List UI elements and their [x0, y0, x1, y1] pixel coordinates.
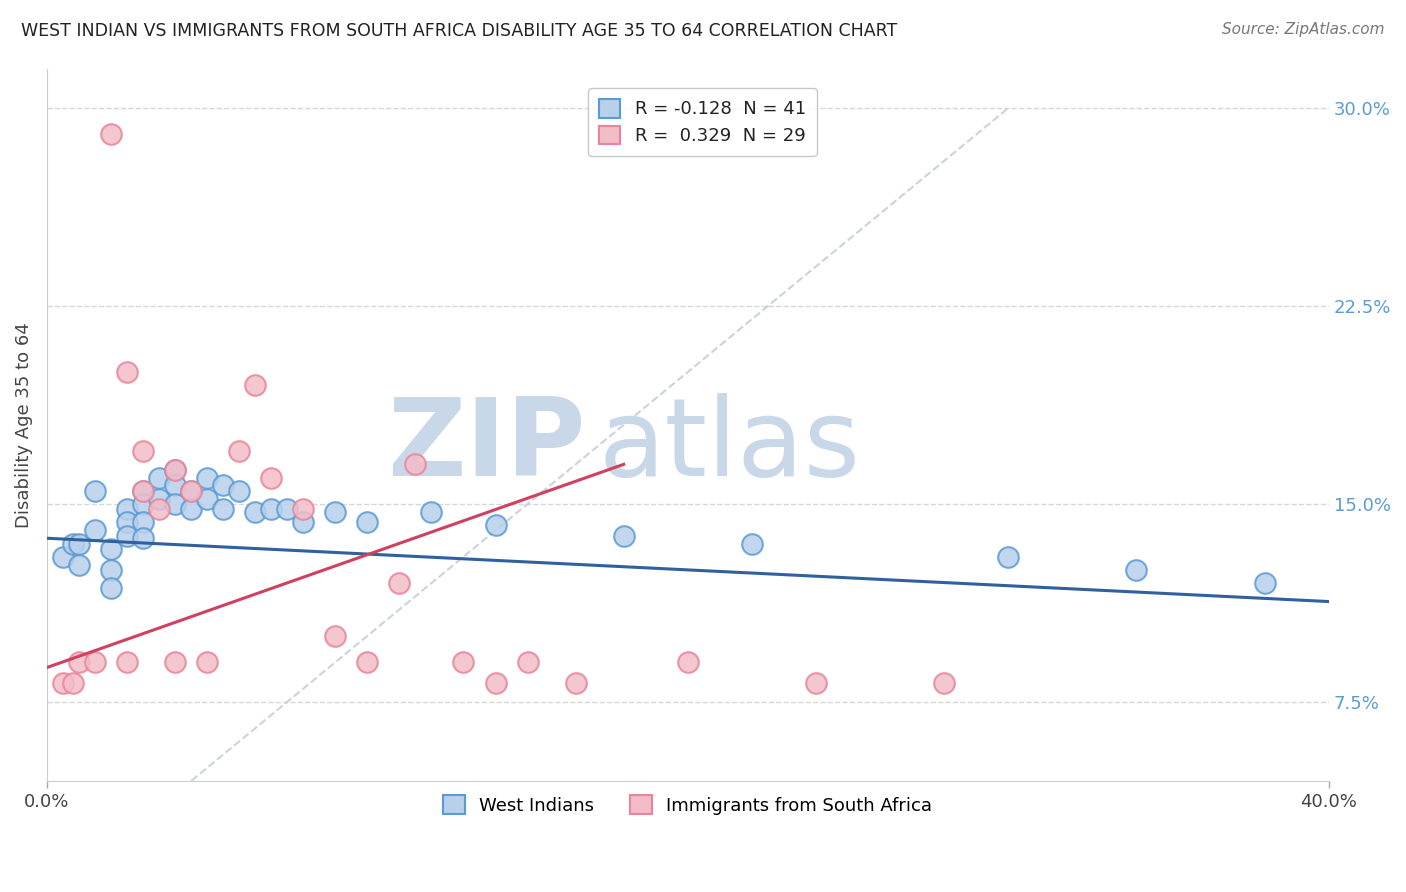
Point [804, 676, 827, 690]
Point [228, 444, 250, 458]
Point [132, 497, 155, 511]
Point [84, 483, 107, 498]
Point [165, 655, 187, 669]
Point [292, 502, 315, 516]
Point [132, 444, 155, 458]
Point [260, 470, 283, 484]
Point [165, 478, 187, 492]
Point [62, 536, 84, 550]
Point [516, 655, 538, 669]
Point [132, 483, 155, 498]
Point [100, 582, 122, 596]
Point [180, 483, 202, 498]
Point [115, 516, 138, 530]
Point [115, 655, 138, 669]
Text: atlas: atlas [598, 393, 860, 500]
Point [453, 655, 475, 669]
Point [934, 676, 956, 690]
Point [260, 502, 283, 516]
Point [148, 491, 170, 506]
Point [741, 536, 763, 550]
Point [1125, 563, 1147, 577]
Point [212, 478, 235, 492]
Point [997, 549, 1019, 564]
Point [67, 558, 90, 572]
Point [67, 655, 90, 669]
Point [115, 365, 138, 379]
Point [115, 528, 138, 542]
Point [228, 483, 250, 498]
Point [180, 483, 202, 498]
Text: Source: ZipAtlas.com: Source: ZipAtlas.com [1222, 22, 1385, 37]
Point [132, 483, 155, 498]
Point [613, 528, 636, 542]
Point [165, 462, 187, 476]
Point [67, 536, 90, 550]
Point [132, 516, 155, 530]
Point [148, 470, 170, 484]
Point [245, 378, 267, 392]
Point [165, 497, 187, 511]
Point [356, 655, 378, 669]
Point [165, 462, 187, 476]
Point [323, 629, 346, 643]
Point [100, 128, 122, 142]
Point [356, 516, 378, 530]
Point [52, 549, 75, 564]
Point [180, 502, 202, 516]
Y-axis label: Disability Age 35 to 64: Disability Age 35 to 64 [15, 322, 32, 528]
Legend: West Indians, Immigrants from South Africa: West Indians, Immigrants from South Afri… [432, 784, 943, 825]
Point [195, 470, 218, 484]
Point [132, 531, 155, 545]
Point [195, 655, 218, 669]
Point [100, 563, 122, 577]
Point [195, 491, 218, 506]
Point [148, 502, 170, 516]
Point [62, 676, 84, 690]
Point [245, 505, 267, 519]
Text: ZIP: ZIP [387, 393, 585, 500]
Point [276, 502, 298, 516]
Point [484, 518, 506, 533]
Text: WEST INDIAN VS IMMIGRANTS FROM SOUTH AFRICA DISABILITY AGE 35 TO 64 CORRELATION : WEST INDIAN VS IMMIGRANTS FROM SOUTH AFR… [21, 22, 897, 40]
Point [323, 505, 346, 519]
Point [212, 502, 235, 516]
Point [52, 676, 75, 690]
Point [404, 458, 426, 472]
Point [676, 655, 699, 669]
Point [1253, 576, 1275, 591]
Point [388, 576, 411, 591]
Point [292, 516, 315, 530]
Point [484, 676, 506, 690]
Point [564, 676, 586, 690]
Point [420, 505, 443, 519]
Point [84, 524, 107, 538]
Point [100, 541, 122, 556]
Point [84, 655, 107, 669]
Point [115, 502, 138, 516]
